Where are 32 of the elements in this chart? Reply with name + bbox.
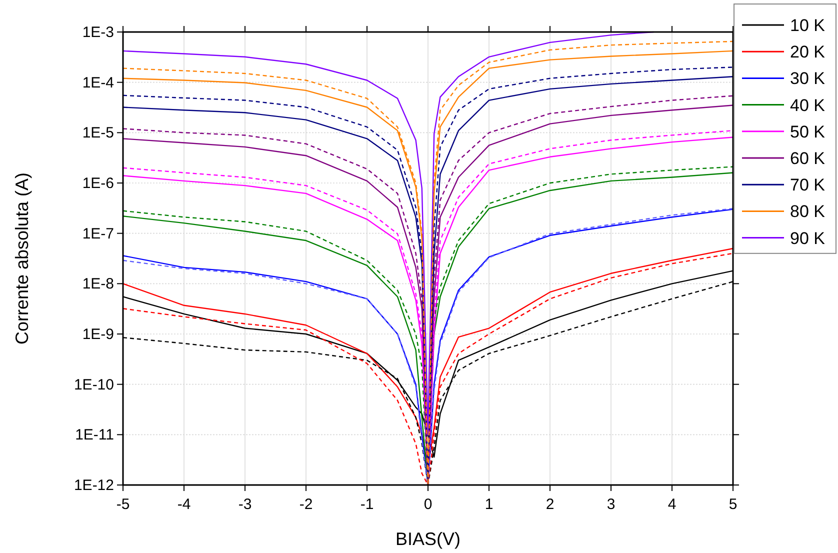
legend-label: 40 K <box>790 96 826 115</box>
x-tick-label: 2 <box>546 496 554 513</box>
x-tick-label: -3 <box>238 496 252 513</box>
legend-label: 30 K <box>790 69 826 88</box>
y-tick-label: 1E-3 <box>82 24 114 41</box>
legend-label: 50 K <box>790 122 826 142</box>
legend-label: 70 K <box>790 176 826 195</box>
x-tick-label: 3 <box>606 496 616 513</box>
y-tick-label: 1E-6 <box>82 175 114 192</box>
x-axis-title: BIAS(V) <box>395 529 461 549</box>
legend-label: 10 K <box>790 16 826 35</box>
y-tick-label: 1E-4 <box>82 74 114 92</box>
legend-label: 60 K <box>790 149 826 168</box>
y-tick-label: 1E-8 <box>82 276 114 293</box>
x-tick-label: 5 <box>728 496 738 513</box>
x-tick-label: 4 <box>668 496 676 513</box>
x-tick-label: -4 <box>177 496 191 513</box>
y-tick-label: 1E-10 <box>74 376 114 394</box>
y-tick-label: 1E-11 <box>75 426 114 444</box>
legend-label: 80 K <box>790 202 826 222</box>
y-tick-label: 1E-7 <box>82 225 114 242</box>
legend-label: 20 K <box>790 42 826 62</box>
y-tick-label: 1E-5 <box>82 124 114 142</box>
legend-label: 90 K <box>790 228 826 248</box>
y-axis-title: Corrente absoluta (A) <box>12 172 32 345</box>
x-tick-label: 0 <box>424 496 432 513</box>
y-tick-label: 1E-9 <box>82 326 114 343</box>
x-tick-label: -1 <box>360 496 374 513</box>
x-tick-label: -5 <box>116 496 130 513</box>
y-tick-label: 1E-12 <box>74 477 114 494</box>
x-tick-label: 1 <box>484 496 494 513</box>
x-tick-label: -2 <box>299 496 313 513</box>
